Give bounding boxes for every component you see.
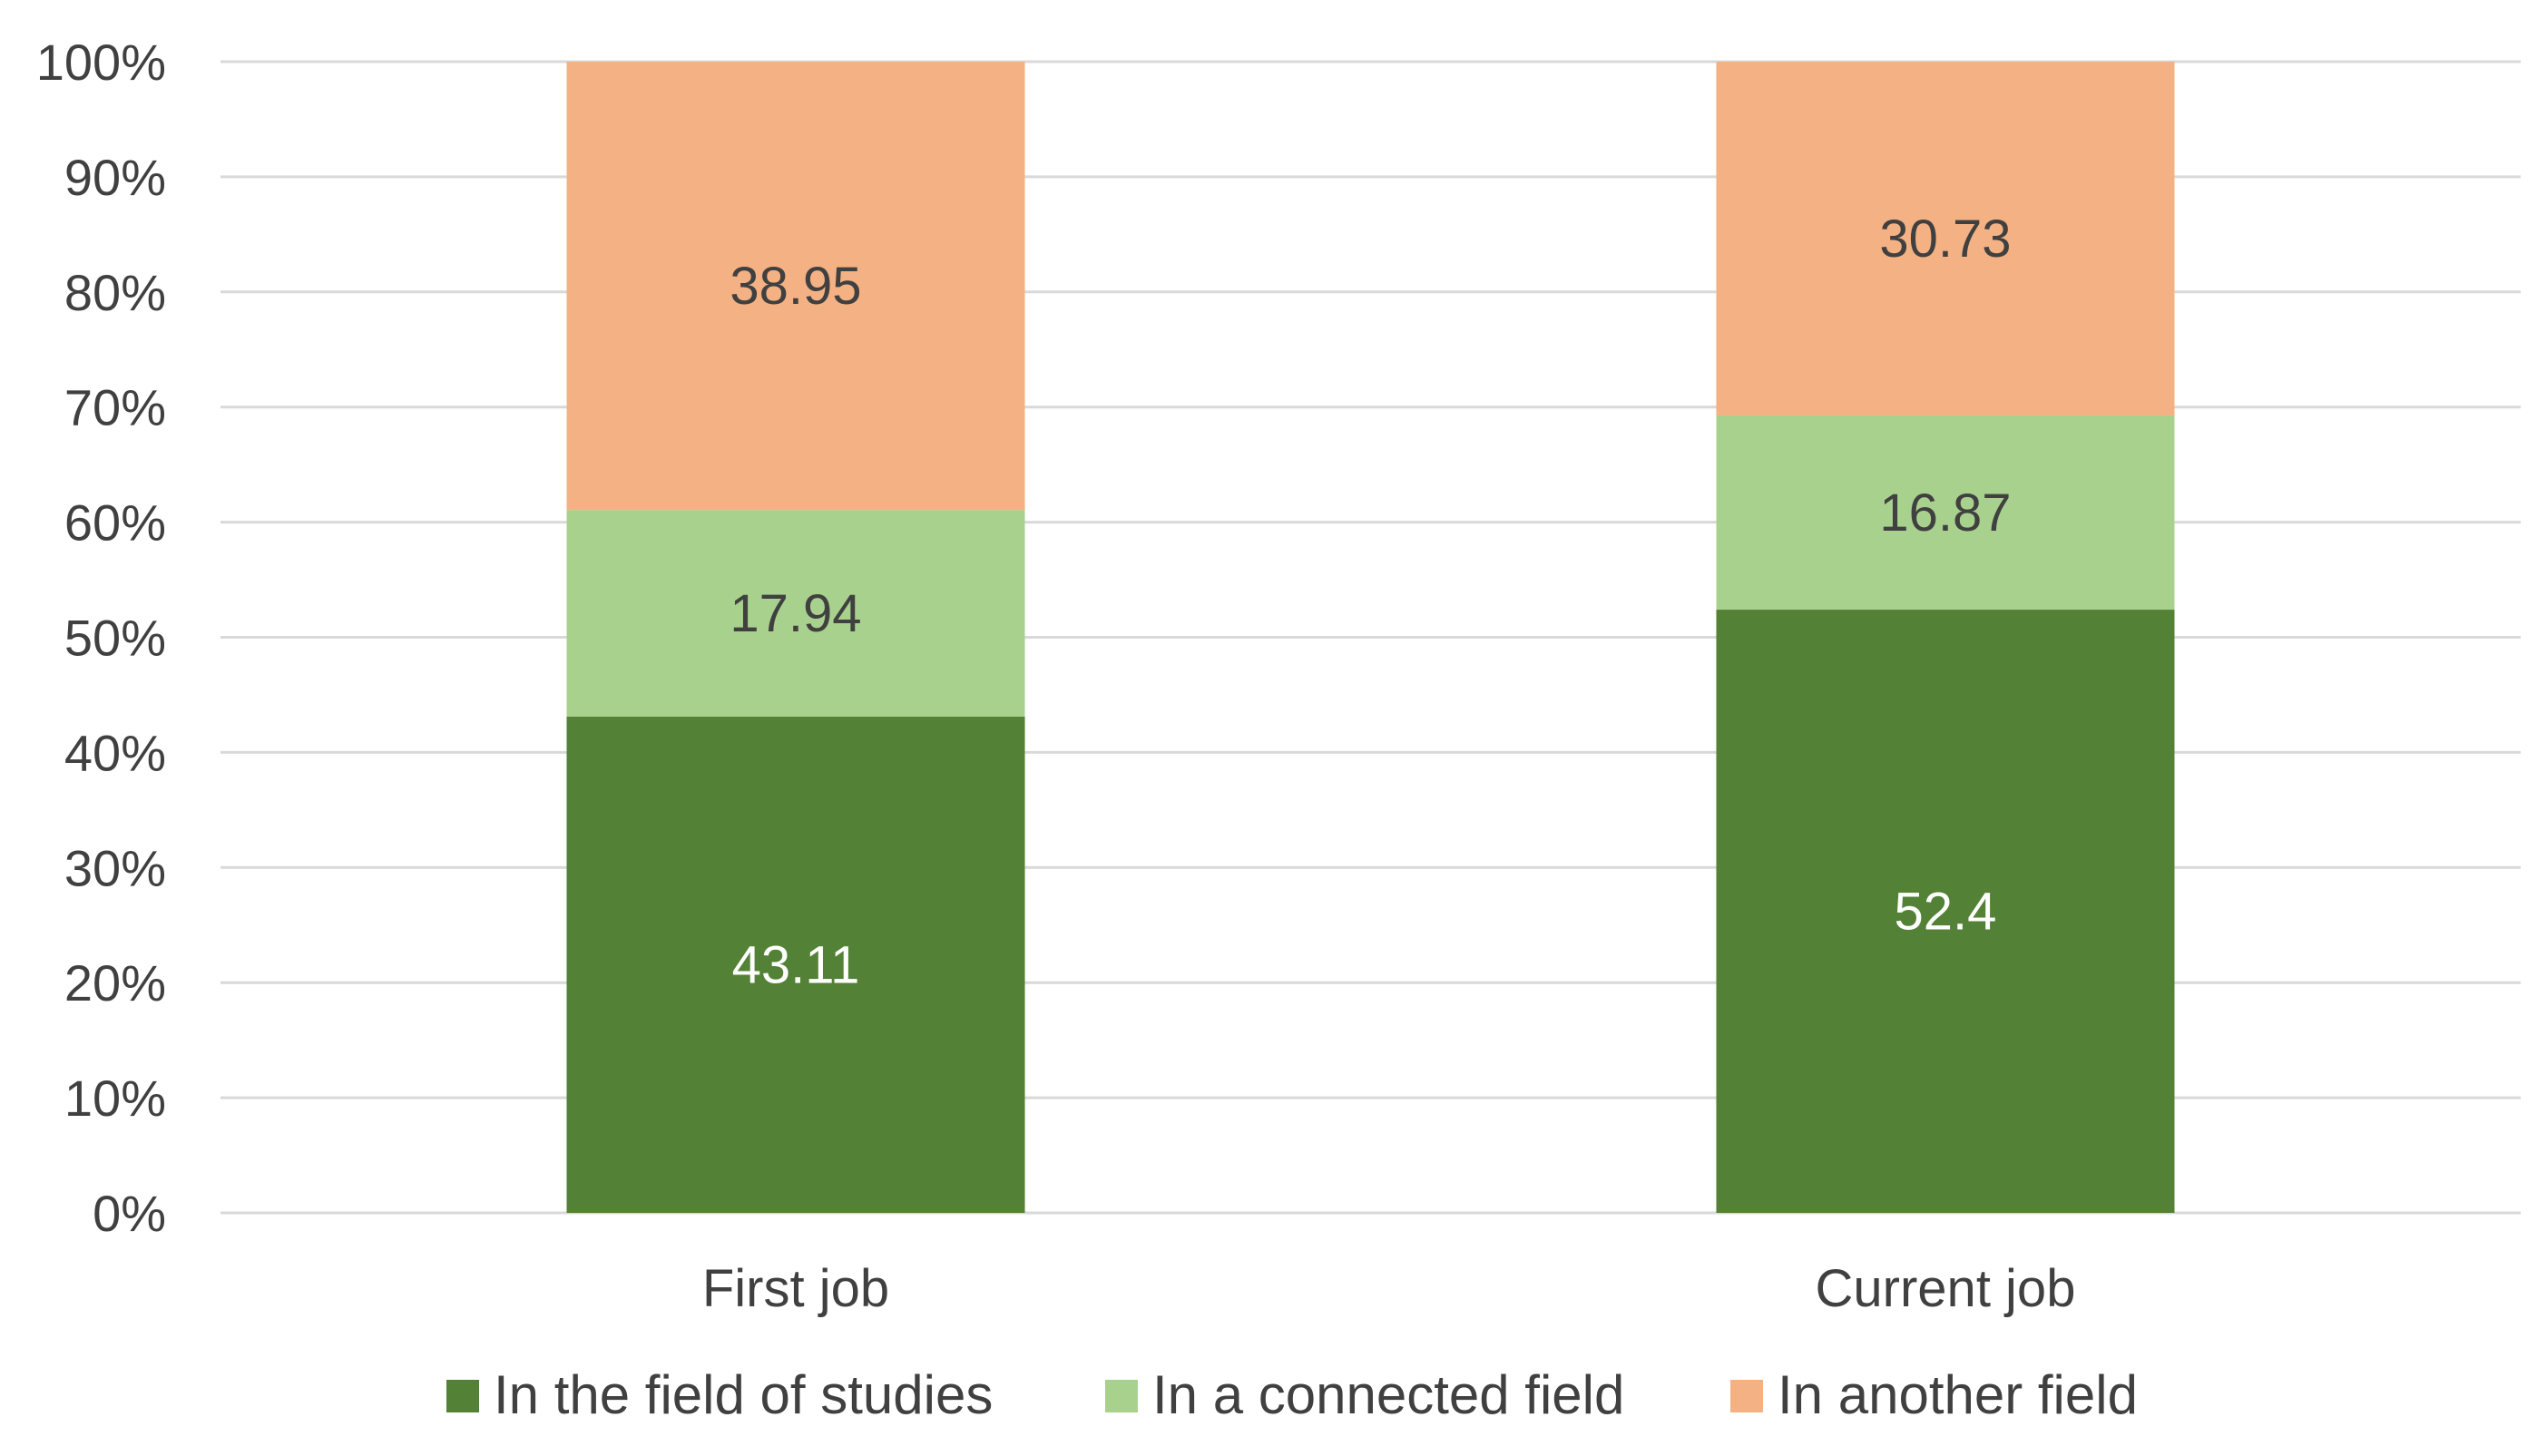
y-tick-label: 80% bbox=[64, 264, 166, 321]
legend: In the field of studies In a connected fi… bbox=[446, 1364, 2138, 1425]
bar-segment bbox=[1716, 415, 2175, 611]
data-label: 43.11 bbox=[732, 935, 860, 994]
y-tick-label: 0% bbox=[93, 1185, 166, 1242]
y-tick-label: 60% bbox=[64, 494, 166, 552]
legend-swatch bbox=[1105, 1380, 1138, 1412]
data-label: 17.94 bbox=[730, 584, 861, 643]
y-tick-label: 20% bbox=[64, 954, 166, 1011]
data-label: 38.95 bbox=[730, 257, 861, 316]
x-axis: First job Current job bbox=[702, 1259, 2076, 1318]
y-tick-label: 90% bbox=[64, 149, 166, 206]
bar-segment bbox=[566, 62, 1025, 511]
data-label: 30.73 bbox=[1879, 210, 2011, 269]
y-tick-label: 100% bbox=[36, 34, 166, 91]
bar-segment bbox=[1716, 610, 2175, 1213]
y-tick-label: 70% bbox=[64, 379, 166, 436]
bar-segment bbox=[1716, 62, 2175, 415]
x-category-label: Current job bbox=[1816, 1259, 2076, 1318]
gridlines bbox=[220, 60, 2521, 1215]
bar-segment bbox=[566, 716, 1025, 1213]
legend-label: In a connected field bbox=[1152, 1364, 1624, 1425]
y-axis: 0% 10% 20% 30% 40% 50% 60% 70% 80% 90% 100% bbox=[36, 34, 166, 1242]
y-tick-label: 50% bbox=[64, 610, 166, 667]
legend-label: In the field of studies bbox=[494, 1364, 993, 1425]
data-label: 52.4 bbox=[1895, 883, 1997, 942]
data-label: 16.87 bbox=[1879, 484, 2011, 542]
x-category-label: First job bbox=[702, 1259, 889, 1318]
bar-segment bbox=[566, 510, 1025, 717]
y-tick-label: 10% bbox=[64, 1070, 166, 1127]
y-tick-label: 40% bbox=[64, 724, 166, 781]
legend-label: In another field bbox=[1778, 1364, 2138, 1425]
y-tick-label: 30% bbox=[64, 839, 166, 896]
legend-swatch bbox=[1730, 1380, 1763, 1412]
data-labels: 43.11 17.94 38.95 52.4 16.87 30.73 bbox=[730, 210, 2011, 994]
bars bbox=[566, 62, 2175, 1213]
legend-swatch bbox=[446, 1380, 479, 1412]
